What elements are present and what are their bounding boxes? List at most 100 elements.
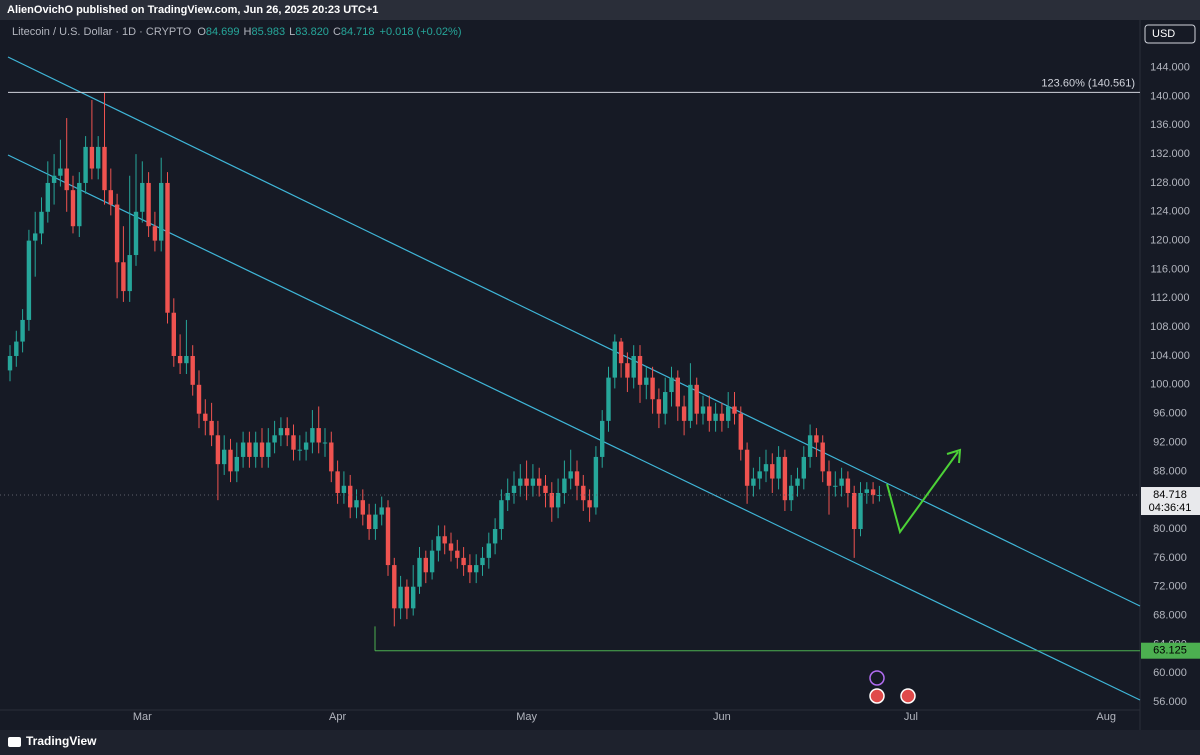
candle-body xyxy=(707,406,712,421)
candle-body xyxy=(392,565,397,609)
event-icon[interactable] xyxy=(869,688,885,704)
candle-body xyxy=(146,182,151,227)
y-tick-label: 108.000 xyxy=(1150,321,1190,333)
candle-body xyxy=(593,456,599,508)
support-label-box xyxy=(1141,642,1200,659)
y-tick-label: 72.000 xyxy=(1153,581,1187,593)
candle-body xyxy=(140,182,145,212)
currency-button[interactable] xyxy=(1144,24,1196,44)
x-tick-label: Jun xyxy=(713,711,731,723)
candle-body xyxy=(448,543,454,551)
candle-body xyxy=(669,377,674,393)
candles xyxy=(7,92,882,627)
x-tick-label: Mar xyxy=(133,711,152,723)
y-tick-label: 96.000 xyxy=(1153,408,1187,420)
candle-body xyxy=(600,420,605,457)
candle-body xyxy=(354,500,359,508)
candle-body xyxy=(102,146,107,191)
candle-body xyxy=(713,413,718,421)
ohlc-label: H xyxy=(244,26,252,38)
candle-body xyxy=(839,478,844,486)
candle-body xyxy=(209,420,214,436)
countdown-label: 04:36:41 xyxy=(1149,502,1192,514)
projection-arrow xyxy=(886,448,962,535)
candle-body xyxy=(719,413,725,421)
candle-body xyxy=(196,384,202,414)
candle-body xyxy=(159,182,164,241)
candle-body xyxy=(14,341,19,356)
event-icons xyxy=(869,670,916,704)
candle-body xyxy=(574,471,580,486)
candle-body xyxy=(442,536,447,544)
candle-body xyxy=(39,211,44,234)
x-tick-label: Aug xyxy=(1096,711,1116,723)
symbol-legend: Litecoin / U.S. Dollar · 1D · CRYPTO O84.… xyxy=(12,26,462,38)
candle-body xyxy=(543,485,548,493)
candle-body xyxy=(675,377,680,407)
candle-body xyxy=(814,435,819,443)
ohlc-value: 84.718 xyxy=(341,26,375,38)
y-tick-label: 68.000 xyxy=(1153,609,1187,621)
ohlc-value: 85.983 xyxy=(252,26,286,38)
candle-body xyxy=(530,478,536,486)
candle-body xyxy=(291,435,296,450)
candle-body xyxy=(826,471,832,486)
last-price-label: 84.718 xyxy=(1153,489,1187,501)
candle-body xyxy=(612,341,617,378)
support-label: 63.125 xyxy=(1153,645,1187,657)
y-tick-label: 80.000 xyxy=(1153,523,1187,535)
candle-body xyxy=(726,406,731,421)
y-tick-label: 140.000 xyxy=(1150,90,1190,102)
event-icon[interactable] xyxy=(869,670,885,686)
y-tick-label: 144.000 xyxy=(1150,61,1190,73)
candle-body xyxy=(26,240,32,320)
candle-body xyxy=(688,384,693,421)
candle-body xyxy=(782,456,788,501)
candle-body xyxy=(738,413,743,450)
x-tick-label: Jul xyxy=(904,711,918,723)
candle-body xyxy=(58,168,63,176)
candle-body xyxy=(127,255,132,292)
candle-body xyxy=(404,586,410,609)
header-bar xyxy=(0,0,1200,20)
candle-body xyxy=(33,233,38,241)
candle-body xyxy=(234,456,239,472)
candle-body xyxy=(272,435,277,443)
candle-body xyxy=(70,190,76,227)
candle-body xyxy=(877,495,882,497)
candle-body xyxy=(751,478,756,486)
candle-body xyxy=(511,485,517,493)
candle-body xyxy=(770,464,775,479)
candle-body xyxy=(820,442,825,472)
candle-body xyxy=(240,442,246,457)
candle-body xyxy=(505,492,510,501)
candle-body xyxy=(795,478,800,486)
candle-body xyxy=(429,550,435,573)
currency-label[interactable]: USD xyxy=(1152,28,1175,40)
candle-body xyxy=(581,485,586,501)
y-tick-label: 76.000 xyxy=(1153,552,1187,564)
candle-body xyxy=(757,471,762,479)
candle-body xyxy=(549,492,554,508)
candle-body xyxy=(373,514,378,530)
candle-body xyxy=(492,529,498,544)
candle-body xyxy=(870,489,876,496)
candle-body xyxy=(562,478,567,493)
candle-body xyxy=(7,355,13,371)
candle-body xyxy=(341,485,347,493)
candle-body xyxy=(789,485,794,501)
x-tick-label: May xyxy=(516,711,537,723)
candle-body xyxy=(744,449,750,486)
candle-body xyxy=(474,565,479,573)
ohlc-label: L xyxy=(289,26,295,38)
event-icon[interactable] xyxy=(900,688,916,704)
candle-body xyxy=(398,586,403,609)
candle-body xyxy=(423,557,428,573)
candle-body xyxy=(108,190,113,205)
candle-body xyxy=(348,485,353,508)
y-tick-label: 112.000 xyxy=(1151,292,1190,304)
candle-body xyxy=(436,536,441,551)
candle-body xyxy=(411,586,416,609)
